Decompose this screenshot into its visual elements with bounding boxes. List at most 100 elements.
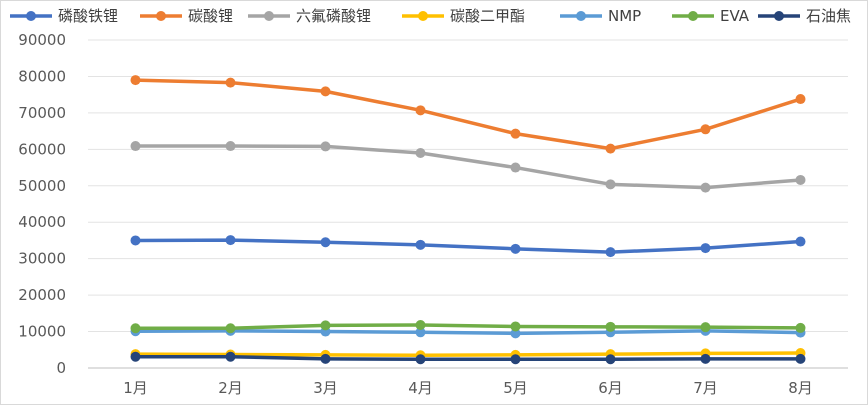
series-line bbox=[135, 78, 802, 151]
legend-item: 碳酸二甲酯 bbox=[402, 7, 525, 25]
series-lines bbox=[130, 75, 806, 365]
x-tick-label: 2月 bbox=[218, 379, 243, 397]
data-point bbox=[795, 322, 806, 333]
data-point bbox=[225, 235, 236, 246]
data-point bbox=[130, 323, 141, 334]
data-point bbox=[700, 353, 711, 364]
y-tick-label: 60000 bbox=[18, 140, 66, 158]
series-line bbox=[135, 238, 801, 254]
y-tick-label: 50000 bbox=[18, 177, 66, 195]
legend-label: 碳酸二甲酯 bbox=[450, 7, 525, 25]
legend-swatch-marker bbox=[774, 11, 784, 21]
data-point bbox=[320, 320, 331, 331]
x-tick-label: 8月 bbox=[788, 379, 813, 397]
data-point bbox=[795, 174, 806, 185]
data-point bbox=[320, 141, 331, 152]
data-point bbox=[700, 243, 711, 254]
series-7 bbox=[130, 351, 806, 365]
data-point bbox=[320, 237, 331, 248]
legend-label: 石油焦 bbox=[806, 7, 851, 25]
data-point bbox=[415, 147, 426, 158]
legend-item: EVA bbox=[672, 7, 750, 25]
legend-item: 磷酸铁锂 bbox=[10, 7, 118, 25]
legend-label: EVA bbox=[720, 7, 750, 25]
x-tick-label: 3月 bbox=[313, 379, 338, 397]
gridlines bbox=[88, 39, 848, 369]
data-point bbox=[605, 321, 616, 332]
legend-swatch-marker bbox=[576, 11, 586, 21]
data-point bbox=[130, 141, 141, 152]
data-point bbox=[415, 239, 426, 250]
series-3 bbox=[130, 141, 806, 193]
data-point bbox=[225, 351, 236, 362]
data-point bbox=[225, 141, 236, 152]
series-6 bbox=[130, 319, 806, 334]
data-point bbox=[605, 179, 616, 190]
data-point bbox=[130, 351, 141, 362]
legend-label: 磷酸铁锂 bbox=[58, 7, 118, 25]
data-point bbox=[700, 322, 711, 333]
legend-item: 六氟磷酸锂 bbox=[248, 7, 371, 25]
series-line bbox=[135, 323, 801, 331]
data-point bbox=[130, 75, 141, 86]
series-2 bbox=[130, 75, 806, 154]
x-tick-label: 4月 bbox=[408, 379, 433, 397]
data-point bbox=[510, 328, 521, 339]
x-tick-label: 6月 bbox=[598, 379, 623, 397]
data-point bbox=[510, 243, 521, 254]
data-point bbox=[415, 354, 426, 365]
data-point bbox=[795, 94, 806, 105]
legend-item: 石油焦 bbox=[758, 7, 851, 25]
data-point bbox=[225, 77, 236, 88]
series-1 bbox=[130, 235, 806, 258]
legend-swatch-marker bbox=[688, 11, 698, 21]
legend-swatch-marker bbox=[264, 11, 274, 21]
data-point bbox=[510, 321, 521, 332]
data-point bbox=[510, 354, 521, 365]
data-point bbox=[510, 128, 521, 139]
x-tick-label: 1月 bbox=[123, 379, 148, 397]
y-tick-label: 80000 bbox=[18, 67, 66, 85]
data-point bbox=[130, 235, 141, 246]
data-point bbox=[700, 124, 711, 135]
y-tick-label: 90000 bbox=[18, 31, 66, 49]
data-point bbox=[415, 327, 426, 338]
legend-swatch-marker bbox=[156, 11, 166, 21]
y-tick-label: 70000 bbox=[18, 104, 66, 122]
data-point bbox=[795, 353, 806, 364]
y-tick-label: 30000 bbox=[18, 250, 66, 268]
data-point bbox=[225, 323, 236, 334]
legend-swatch-marker bbox=[26, 11, 36, 21]
y-tick-label: 20000 bbox=[18, 286, 66, 304]
data-point bbox=[415, 319, 426, 330]
data-point bbox=[605, 143, 616, 154]
data-point bbox=[700, 182, 711, 193]
data-point bbox=[320, 353, 331, 364]
series-line bbox=[135, 354, 801, 362]
x-axis-ticks: 1月 2月 3月 4月 5月 6月 7月 8月 bbox=[123, 379, 813, 397]
data-point bbox=[605, 247, 616, 258]
series-line bbox=[135, 351, 801, 357]
legend-swatch-marker bbox=[418, 11, 428, 21]
x-tick-label: 5月 bbox=[503, 379, 528, 397]
legend-label: 碳酸锂 bbox=[188, 7, 233, 25]
data-point bbox=[415, 105, 426, 116]
data-point bbox=[795, 236, 806, 247]
data-point bbox=[510, 162, 521, 173]
legend-item: NMP bbox=[560, 7, 641, 25]
y-tick-label: 40000 bbox=[18, 213, 66, 231]
series-line bbox=[135, 144, 801, 190]
y-axis-ticks: 0 10000 20000 30000 40000 50000 60000 70000 8000… bbox=[18, 31, 66, 377]
data-point bbox=[605, 354, 616, 365]
series-line bbox=[135, 329, 801, 336]
legend-item: 碳酸锂 bbox=[140, 7, 233, 25]
y-tick-label: 10000 bbox=[18, 323, 66, 341]
legend-label: 六氟磷酸锂 bbox=[296, 7, 371, 25]
legend-label: NMP bbox=[608, 7, 641, 25]
y-tick-label: 0 bbox=[56, 359, 66, 377]
x-tick-label: 7月 bbox=[693, 379, 718, 397]
legend: 磷酸铁锂 碳酸锂 六氟磷酸锂 碳酸二甲酯 NMP EVA 石油焦 bbox=[10, 7, 851, 25]
data-point bbox=[320, 86, 331, 97]
